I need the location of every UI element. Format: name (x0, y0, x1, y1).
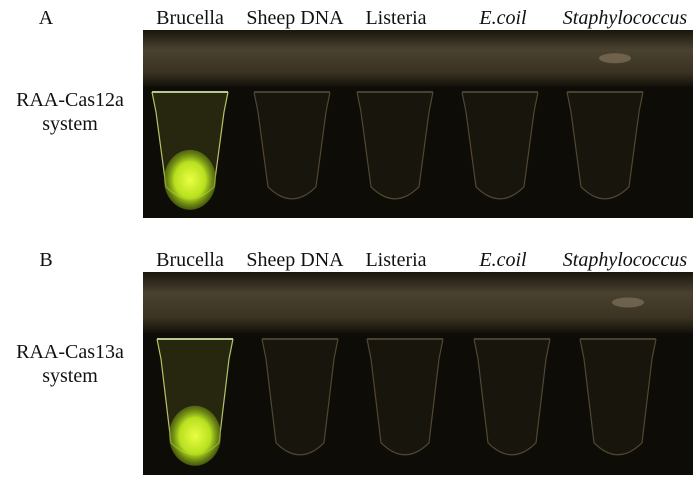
column-label: Listeria (365, 7, 426, 29)
column-label: Sheep DNA (246, 249, 344, 271)
column-label: Listeria (365, 249, 426, 271)
photo (143, 272, 693, 475)
rack (143, 272, 693, 333)
column-label: Sheep DNA (246, 7, 344, 29)
column-label: E.coil (478, 249, 527, 271)
tube (566, 91, 644, 200)
tube (261, 338, 339, 456)
panel-label: A (39, 7, 54, 29)
column-label: Staphylococcus (563, 249, 688, 271)
photo (143, 30, 693, 218)
column-label: Staphylococcus (563, 7, 688, 29)
system-label: RAA-Cas13a (16, 341, 124, 363)
system-label: RAA-Cas12a (16, 89, 124, 111)
column-label: E.coil (478, 7, 527, 29)
system-label: system (42, 113, 98, 135)
fluorescence (169, 405, 221, 466)
system-label: system (42, 365, 98, 387)
column-label: Brucella (156, 249, 224, 271)
tube (461, 91, 539, 200)
tube (356, 91, 434, 200)
tube (253, 91, 331, 200)
panel-label: B (39, 249, 52, 271)
column-label: Brucella (156, 7, 224, 29)
reflection (612, 297, 644, 308)
tube (473, 338, 551, 456)
reflection (599, 53, 631, 64)
fluorescence (164, 149, 216, 210)
tube (579, 338, 657, 456)
tube (366, 338, 444, 456)
